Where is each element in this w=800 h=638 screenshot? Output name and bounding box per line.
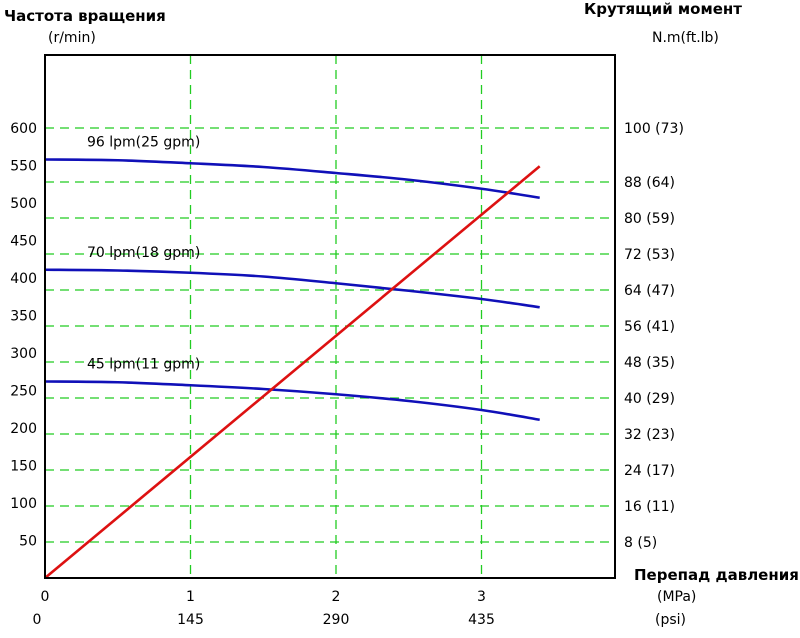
left-tick-label: 600 — [10, 121, 37, 137]
right-axis-title: Крутящий момент — [584, 0, 742, 18]
x-axis-unit-psi: (psi) — [655, 612, 686, 628]
flow-curve-2 — [44, 380, 540, 422]
left-tick-label: 550 — [10, 159, 37, 175]
x-tick-label-mpa: 0 — [41, 589, 50, 605]
x-tick-label-mpa: 1 — [186, 589, 195, 605]
left-axis-title: Частота вращения — [4, 7, 166, 25]
series-layer — [44, 158, 541, 579]
label-layer: 96 lpm(25 gpm) 70 lpm(18 gpm) 45 lpm(11 gp… — [87, 135, 200, 373]
right-tick-label: 32 (23) — [624, 427, 675, 443]
left-tick-label: 500 — [10, 196, 37, 212]
left-tick-label: 100 — [10, 496, 37, 512]
x-tick-label-mpa: 3 — [477, 589, 486, 605]
series-label: 70 lpm(18 gpm) — [87, 245, 200, 261]
left-tick-label: 250 — [10, 384, 37, 400]
plot-frame — [44, 54, 616, 579]
left-tick-label: 50 — [19, 534, 37, 550]
right-tick-label: 40 (29) — [624, 391, 675, 407]
left-tick-label: 400 — [10, 271, 37, 287]
left-axis-unit: (r/min) — [48, 30, 96, 46]
right-tick-label: 8 (5) — [624, 535, 657, 551]
left-tick-label: 450 — [10, 234, 37, 250]
series-label: 45 lpm(11 gpm) — [87, 357, 200, 373]
right-tick-label: 72 (53) — [624, 247, 675, 263]
series-label: 96 lpm(25 gpm) — [87, 135, 200, 151]
left-tick-label: 200 — [10, 421, 37, 437]
right-tick-label: 80 (59) — [624, 211, 675, 227]
left-tick-label: 150 — [10, 459, 37, 475]
x-tick-label-psi: 0 — [33, 612, 42, 628]
tick-layer: 8 (5) 16 (11) 24 (17) 32 (23) 40 (29) 48 (35)… — [10, 121, 684, 628]
right-tick-label: 24 (17) — [624, 463, 675, 479]
flow-curve-1 — [44, 268, 540, 309]
left-tick-label: 350 — [10, 309, 37, 325]
right-tick-label: 48 (35) — [624, 355, 675, 371]
x-tick-label-mpa: 2 — [332, 589, 341, 605]
right-tick-label: 88 (64) — [624, 175, 675, 191]
x-tick-label-psi: 435 — [468, 612, 495, 628]
x-axis-unit-mpa: (MPa) — [657, 589, 696, 605]
left-tick-label: 300 — [10, 346, 37, 362]
right-tick-label: 100 (73) — [624, 121, 684, 137]
grid-layer — [45, 55, 615, 578]
x-tick-label-psi: 290 — [323, 612, 350, 628]
x-tick-label-psi: 145 — [177, 612, 204, 628]
right-tick-label: 64 (47) — [624, 283, 675, 299]
right-axis-unit: N.m(ft.lb) — [652, 30, 719, 46]
right-tick-label: 56 (41) — [624, 319, 675, 335]
x-axis-title: Перепад давления — [634, 566, 799, 584]
right-tick-label: 16 (11) — [624, 499, 675, 515]
flow-curve-0 — [44, 158, 540, 200]
torque-line — [44, 165, 541, 579]
